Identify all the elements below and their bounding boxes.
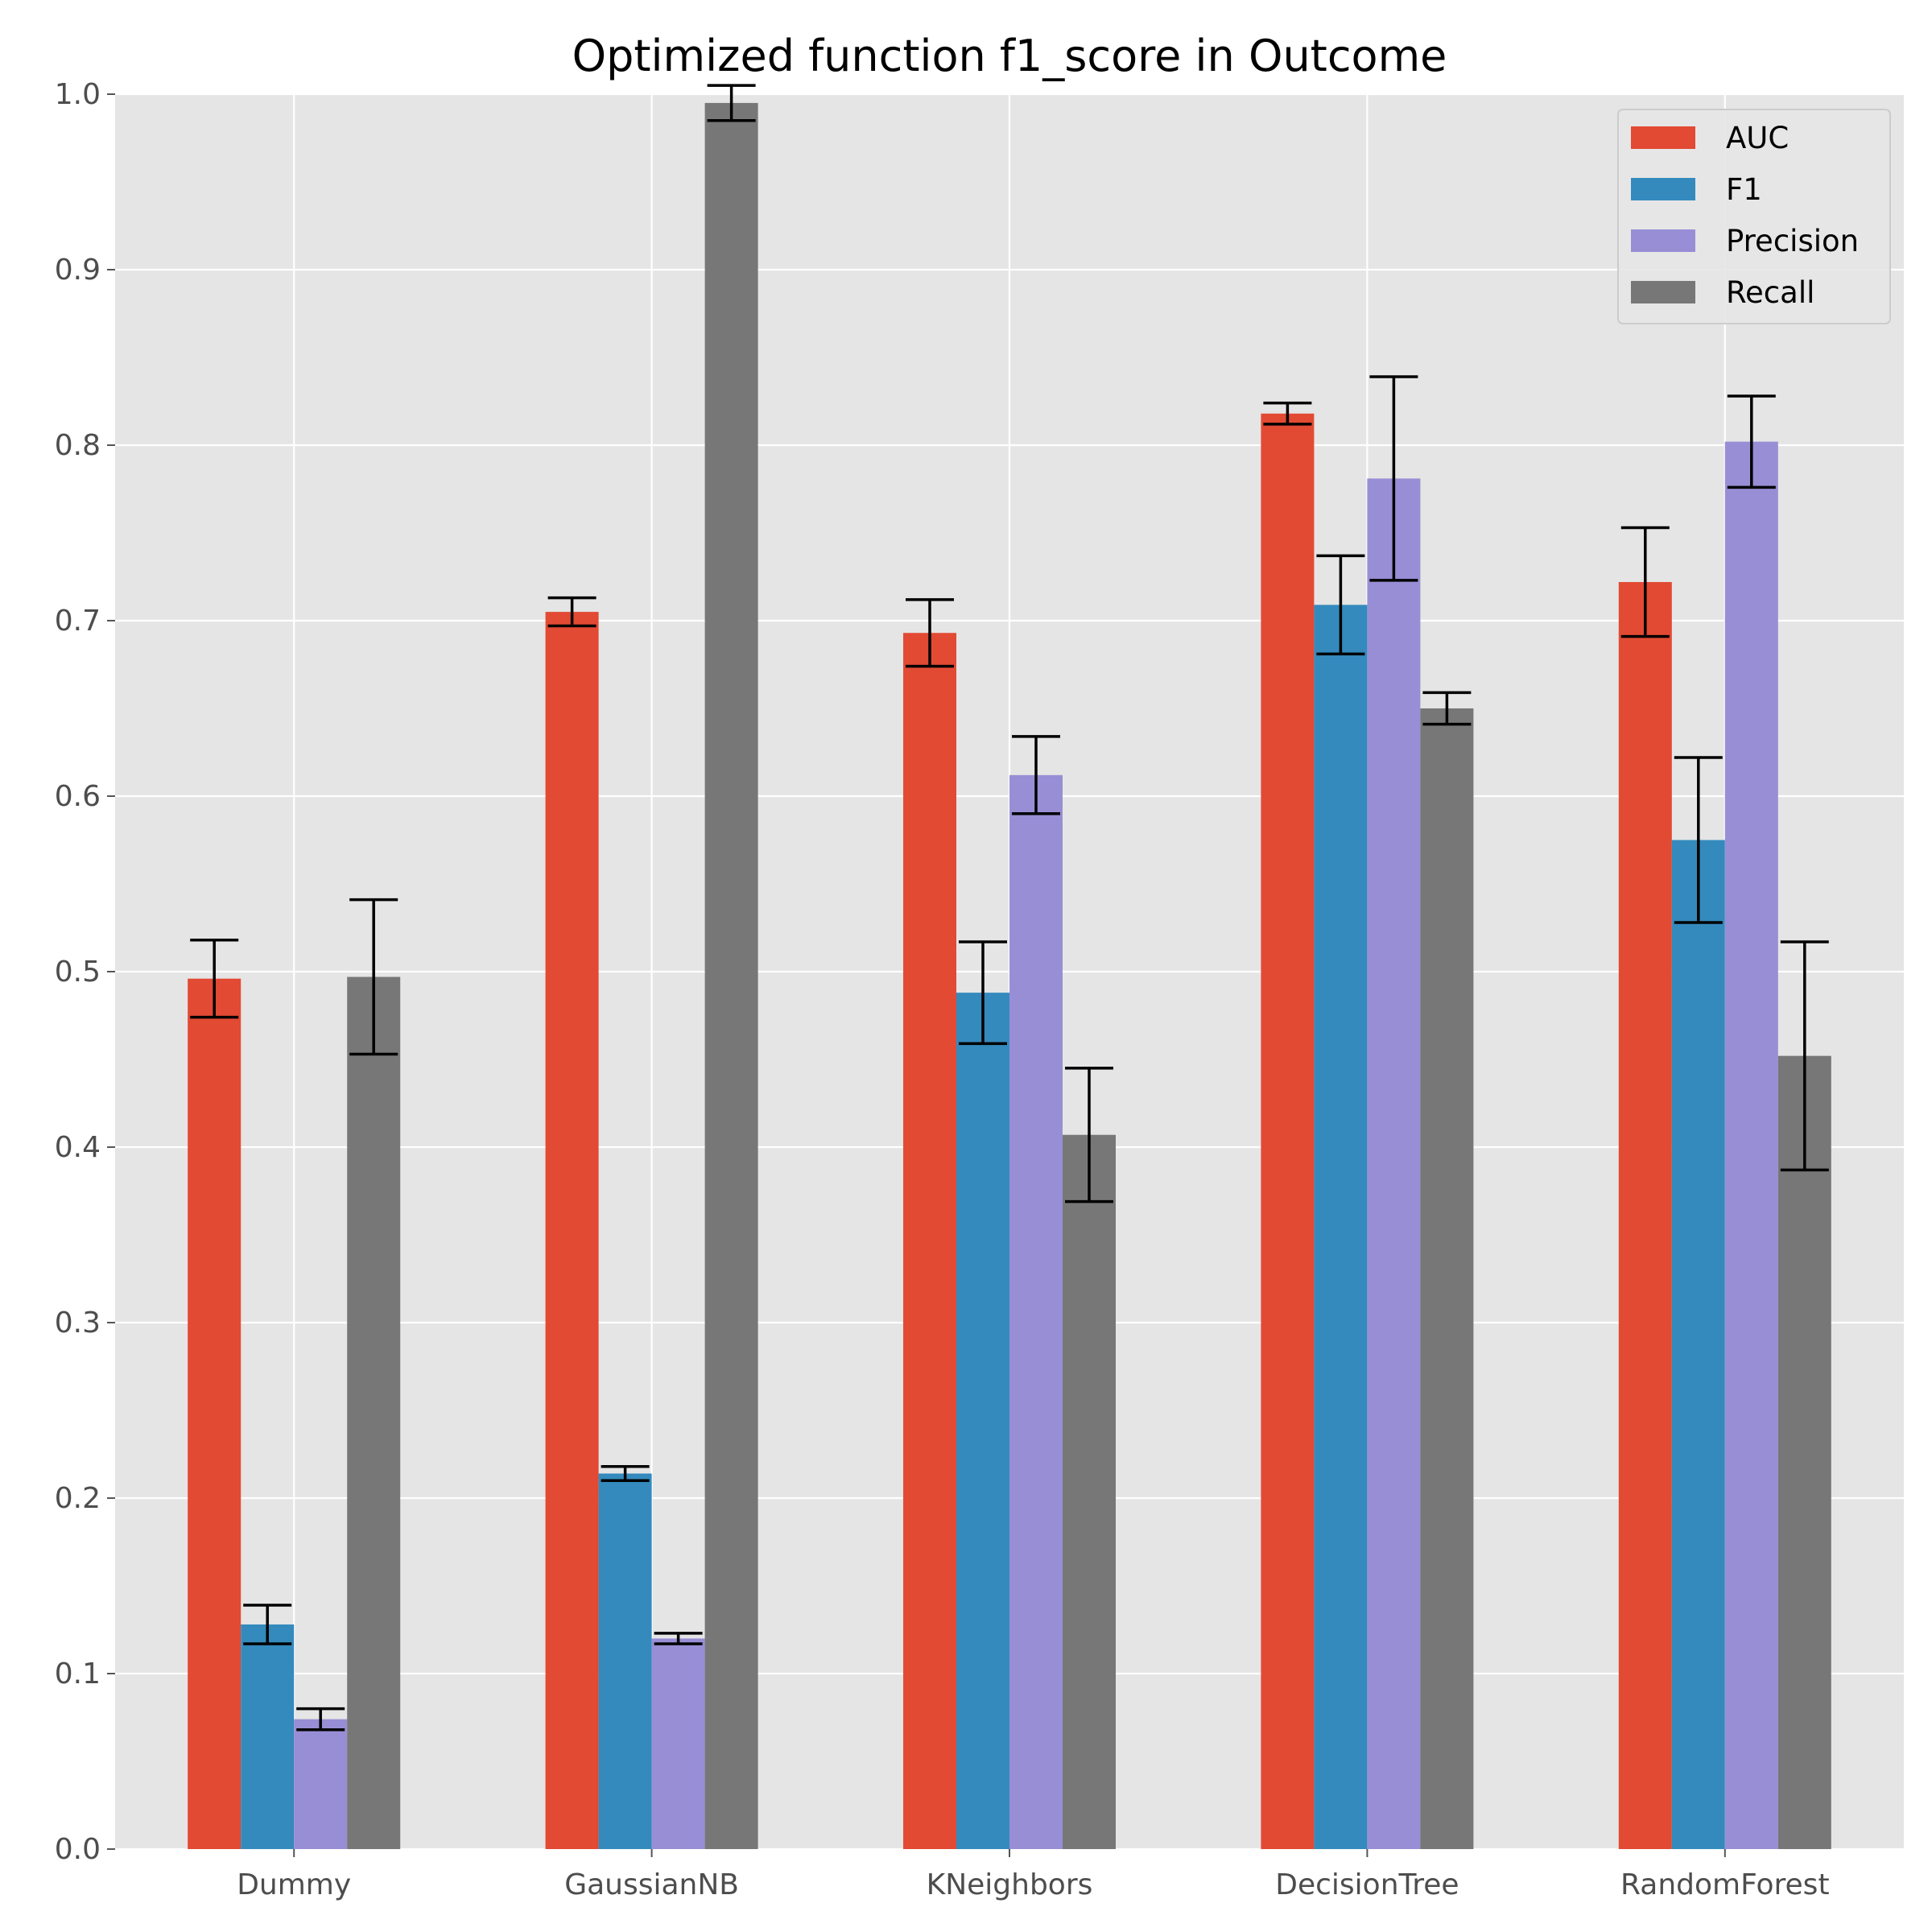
y-tick-label: 1.0: [55, 78, 101, 111]
x-tick-label: RandomForest: [1620, 1868, 1830, 1901]
bar-auc-kneighbors: [903, 633, 956, 1849]
y-tick-label: 0.7: [55, 605, 101, 638]
bar-auc-gaussiannb: [545, 612, 599, 1849]
chart-title: Optimized function f1_score in Outcome: [572, 31, 1447, 81]
legend-swatch-f1: [1631, 178, 1695, 200]
bar-precision-gaussiannb: [651, 1638, 705, 1849]
bar-precision-randomforest: [1724, 441, 1778, 1849]
y-tick-label: 0.6: [55, 780, 101, 813]
y-tick-label: 0.1: [55, 1657, 101, 1690]
bar-precision-decisiontree: [1367, 478, 1421, 1850]
bar-f1-dummy: [241, 1624, 295, 1849]
legend-label-recall: Recall: [1726, 275, 1814, 310]
legend-frame: [1617, 109, 1891, 324]
bar-precision-dummy: [294, 1719, 348, 1849]
y-tick-label: 0.0: [55, 1833, 101, 1866]
legend-label-auc: AUC: [1726, 121, 1789, 155]
y-tick-label: 0.4: [55, 1131, 101, 1164]
legend-swatch-recall: [1631, 281, 1695, 303]
legend-label-f1: F1: [1726, 172, 1762, 207]
x-tick-label: KNeighbors: [927, 1868, 1093, 1901]
bar-recall-decisiontree: [1420, 708, 1474, 1849]
x-tick-label: GaussianNB: [564, 1868, 739, 1901]
y-tick-label: 0.2: [55, 1482, 101, 1515]
bar-f1-randomforest: [1671, 840, 1725, 1849]
bars: [188, 102, 1831, 1850]
axes: 0.0 0.1 0.2 0.3 0.4 0.5 0.6 0.7 0.8 0.9 1.0 Dummy Ga…: [55, 78, 1830, 1901]
y-tick-label: 0.9: [55, 254, 101, 287]
y-tick-label: 0.3: [55, 1307, 101, 1340]
legend: AUC F1 Precision Recall: [1617, 109, 1891, 324]
bar-f1-gaussiannb: [598, 1473, 652, 1849]
bar-precision-kneighbors: [1009, 774, 1063, 1849]
x-tick-label: DecisionTree: [1275, 1868, 1459, 1901]
bar-f1-decisiontree: [1314, 605, 1368, 1849]
bar-auc-dummy: [188, 978, 242, 1849]
legend-label-precision: Precision: [1726, 224, 1859, 258]
bar-f1-kneighbors: [956, 993, 1009, 1849]
bar-recall-randomforest: [1777, 1055, 1831, 1849]
bar-auc-decisiontree: [1261, 413, 1315, 1849]
error-bars: [190, 84, 1829, 1732]
bar-recall-dummy: [347, 976, 401, 1849]
bar-recall-kneighbors: [1063, 1134, 1116, 1849]
legend-swatch-auc: [1631, 126, 1695, 149]
legend-swatch-precision: [1631, 229, 1695, 252]
y-tick-label: 0.8: [55, 429, 101, 462]
y-tick-label: 0.5: [55, 956, 101, 989]
x-tick-label: Dummy: [237, 1868, 351, 1901]
bar-auc-randomforest: [1618, 582, 1672, 1849]
bar-recall-gaussiannb: [704, 102, 758, 1850]
